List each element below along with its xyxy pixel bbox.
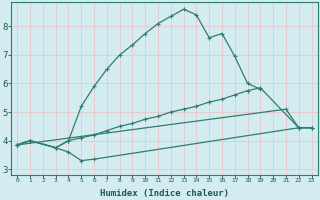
- X-axis label: Humidex (Indice chaleur): Humidex (Indice chaleur): [100, 189, 229, 198]
